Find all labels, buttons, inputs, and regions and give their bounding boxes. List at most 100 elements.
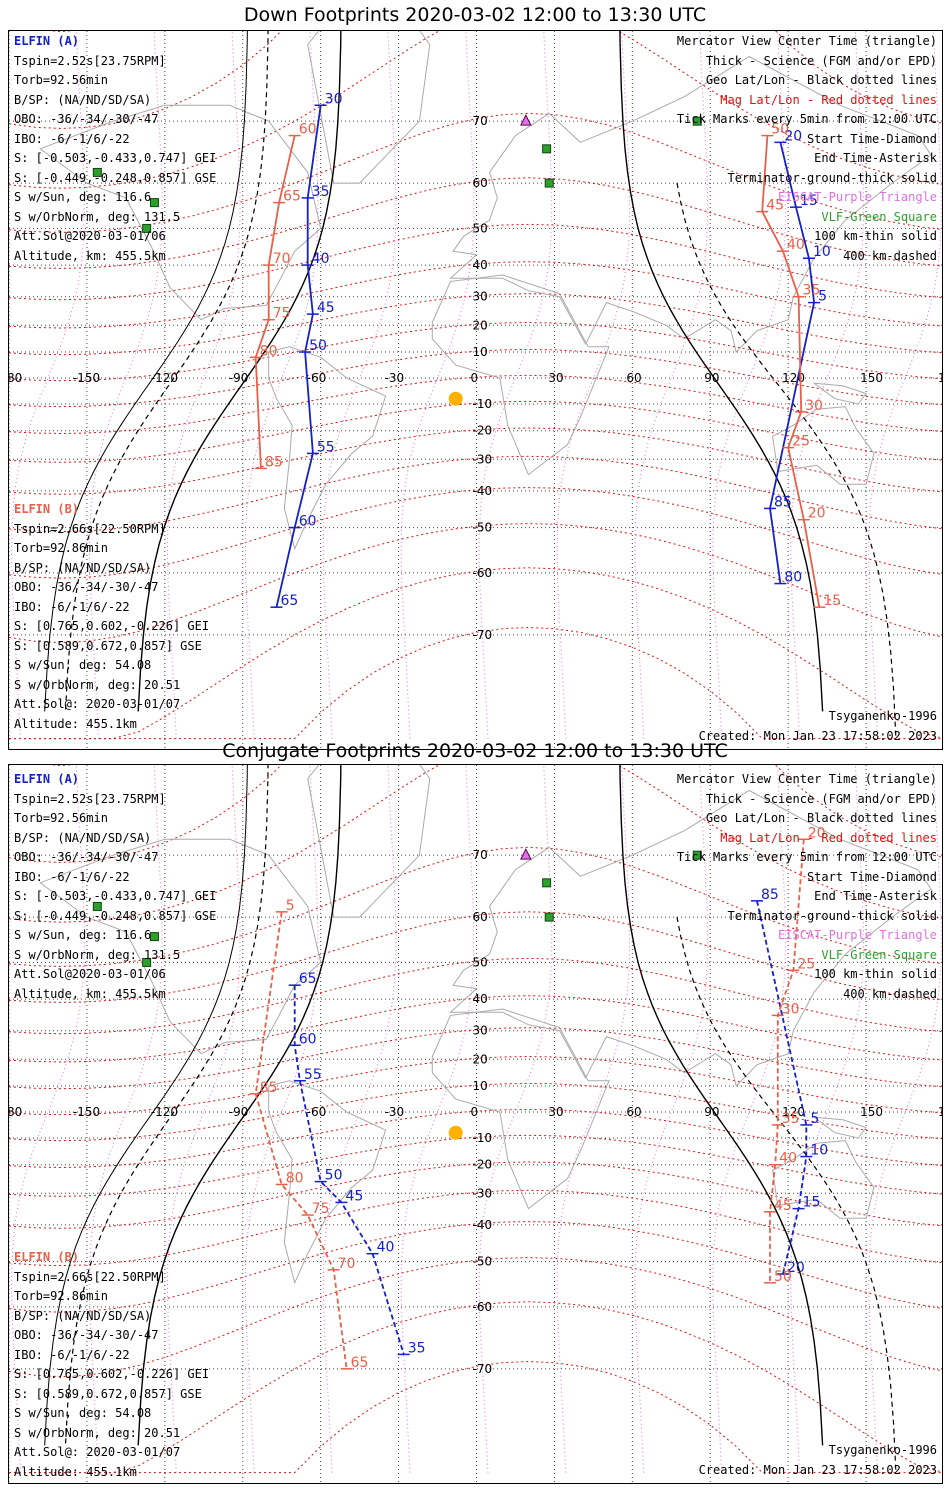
vlf-square bbox=[92, 167, 102, 177]
lat-tick-label: -60 bbox=[473, 1300, 493, 1314]
lat-tick-label: -70 bbox=[473, 1362, 493, 1376]
elfin-a-tick-label: 20 bbox=[784, 128, 802, 144]
elfin-b-tick-label: 45 bbox=[774, 1198, 792, 1214]
continent-outline bbox=[268, 346, 387, 551]
lat-tick-label: 60 bbox=[473, 910, 488, 924]
legend-item: Terminator-ground-thick solid bbox=[727, 908, 937, 923]
legend-item: Mercator View Center Time (triangle) bbox=[676, 34, 937, 48]
mag-lon-line bbox=[556, 31, 631, 739]
elfin-a-tick-label: 85 bbox=[761, 887, 779, 903]
mag-lat-line bbox=[9, 567, 942, 740]
lat-tick-label: -30 bbox=[473, 1186, 493, 1200]
elfin-b-line: B/SP: (NA/ND/SD/SA) bbox=[14, 560, 152, 575]
continent-outline bbox=[772, 406, 875, 485]
elfin-a-tick-label: 45 bbox=[317, 300, 335, 316]
elfin-a-tick-label: 85 bbox=[774, 494, 792, 510]
mag-lat-line bbox=[9, 1108, 942, 1169]
vlf-square bbox=[692, 850, 702, 860]
elfin-b-line: S w/Sun, deg: 54.08 bbox=[14, 1406, 152, 1420]
lon-tick-label: -30 bbox=[385, 1105, 405, 1119]
elfin-a-tick-label: 5 bbox=[810, 1111, 819, 1127]
panel-title: Down Footprints 2020-03-02 12:00 to 13:3… bbox=[243, 4, 707, 26]
mag-lat-line bbox=[9, 487, 942, 579]
lat-tick-label: 10 bbox=[473, 1079, 488, 1093]
lat-tick-label: 30 bbox=[473, 1024, 488, 1038]
elfin-a-line: B/SP: (NA/ND/SD/SA) bbox=[14, 830, 152, 845]
model-label: Tsyganenko-1996 bbox=[828, 1443, 937, 1457]
lon-tick-label: 180 bbox=[938, 371, 943, 385]
legend-item: Tick Marks every 5min from 12:00 UTC bbox=[676, 850, 937, 864]
mag-lon-line bbox=[712, 31, 786, 739]
elfin-b-tick-label: 30 bbox=[805, 398, 823, 414]
mag-lat-line bbox=[9, 1082, 942, 1142]
lon-tick-label: -60 bbox=[307, 371, 327, 385]
elfin-b-tick-label: 40 bbox=[787, 237, 805, 253]
elfin-b-line: S w/OrbNorm, deg: 20.51 bbox=[14, 677, 181, 692]
continent-outline bbox=[772, 1140, 875, 1219]
mag-lon-line bbox=[790, 765, 864, 1473]
elfin-a-line: Torb=92.56min bbox=[14, 73, 108, 87]
mag-lon-line bbox=[88, 31, 163, 739]
elfin-a-line: S w/Sun, deg: 116.6 bbox=[14, 190, 152, 204]
legend-item: VLF-Green Square bbox=[821, 947, 937, 962]
vlf-square bbox=[692, 116, 702, 126]
continent-outline bbox=[307, 765, 431, 918]
elfin-a-tick-label: 40 bbox=[377, 1240, 395, 1256]
mag-lat-line bbox=[9, 1301, 942, 1474]
elfin-b-track bbox=[761, 135, 821, 608]
legend: Mercator View Center Time (triangle) Thi… bbox=[677, 770, 937, 1004]
elfin-b-tick-label: 5 bbox=[286, 898, 295, 914]
mag-lon-line bbox=[322, 765, 397, 1473]
legend-item: Thick - Science (FGM and/or EPD) bbox=[705, 791, 937, 806]
terminator-line bbox=[44, 765, 248, 1446]
mag-lon-line bbox=[868, 765, 942, 1473]
lon-tick-label: 60 bbox=[626, 1105, 641, 1119]
legend-item: Start Time-Diamond bbox=[806, 131, 937, 146]
mag-lon-line bbox=[166, 765, 241, 1473]
mag-lat-line bbox=[9, 1189, 942, 1267]
elfin-a-line: S: [-0.503,-0.433,0.747] GEI bbox=[14, 151, 217, 165]
lat-tick-label: 50 bbox=[473, 955, 488, 969]
lat-tick-label: -60 bbox=[473, 566, 493, 580]
mag-lat-line bbox=[9, 321, 942, 382]
continent-outline bbox=[812, 1116, 867, 1139]
legend-item: Thick - Science (FGM and/or EPD) bbox=[705, 53, 937, 68]
mag-lon-line bbox=[400, 765, 475, 1473]
lat-tick-label: 70 bbox=[473, 114, 488, 128]
lat-tick-label: -70 bbox=[473, 628, 493, 642]
elfin-b-tick-label: 70 bbox=[338, 1256, 356, 1272]
mag-lon-line bbox=[166, 31, 241, 739]
lon-tick-label: 30 bbox=[548, 1105, 563, 1119]
terminator-line bbox=[44, 31, 248, 712]
elfin-a-line: S w/OrbNorm, deg: 131.5 bbox=[14, 947, 181, 962]
elfin-b-tick-label: 50 bbox=[771, 122, 789, 138]
elfin-b-line: Altitude: 455.1km bbox=[14, 716, 137, 731]
footprint-map: -180 -150 -120 -90 -60 -30 0 30 60 90 120 150 180 70 6… bbox=[9, 765, 943, 1483]
mag-lat-line bbox=[9, 348, 942, 408]
elfin-a-label: ELFIN (A) bbox=[14, 772, 80, 786]
elfin-a-line: S: [-0.449,-0.248,0.857] GSE bbox=[14, 170, 217, 185]
elfin-b-track bbox=[254, 911, 348, 1369]
elfin-a-line: B/SP: (NA/ND/SD/SA) bbox=[14, 92, 152, 107]
vlf-square bbox=[92, 901, 102, 911]
elfin-a-tick-label: 30 bbox=[325, 91, 343, 107]
legend-item: Mag Lat/Lon - Red dotted lines bbox=[720, 830, 937, 845]
elfin-b-tick-label: 30 bbox=[782, 1001, 800, 1017]
vlf-square bbox=[544, 912, 554, 922]
mag-lat-line bbox=[9, 1134, 942, 1197]
elfin-a-line: IBO: -6/-1/6/-22 bbox=[14, 869, 130, 884]
legend-item: Terminator-ground-thick solid bbox=[727, 170, 937, 185]
mag-lat-line bbox=[9, 626, 942, 740]
elfin-b-track bbox=[254, 135, 296, 469]
mag-lon-line bbox=[244, 31, 319, 739]
elfin-a-line: Att.Sol@2020-03-01/06 bbox=[14, 229, 166, 243]
lon-tick-label: 180 bbox=[938, 1105, 943, 1119]
elfin-b-line: OBO: -36/-34/-30/-47 bbox=[14, 580, 159, 594]
elfin-b-tick-label: 50 bbox=[774, 1269, 792, 1285]
elfin-a-tick-label: 50 bbox=[309, 338, 327, 354]
elfin-a-line: Altitude, km: 455.5km bbox=[14, 986, 166, 1001]
legend-item: EISCAT-Purple Triangle bbox=[778, 190, 937, 204]
elfin-b-tick-label: 85 bbox=[260, 1080, 278, 1096]
elfin-a-line: S: [-0.449,-0.248,0.857] GSE bbox=[14, 908, 217, 923]
map-panel-down: -180 -150 -120 -90 -60 -30 0 30 60 90 120 150 180 70 6… bbox=[8, 30, 943, 750]
